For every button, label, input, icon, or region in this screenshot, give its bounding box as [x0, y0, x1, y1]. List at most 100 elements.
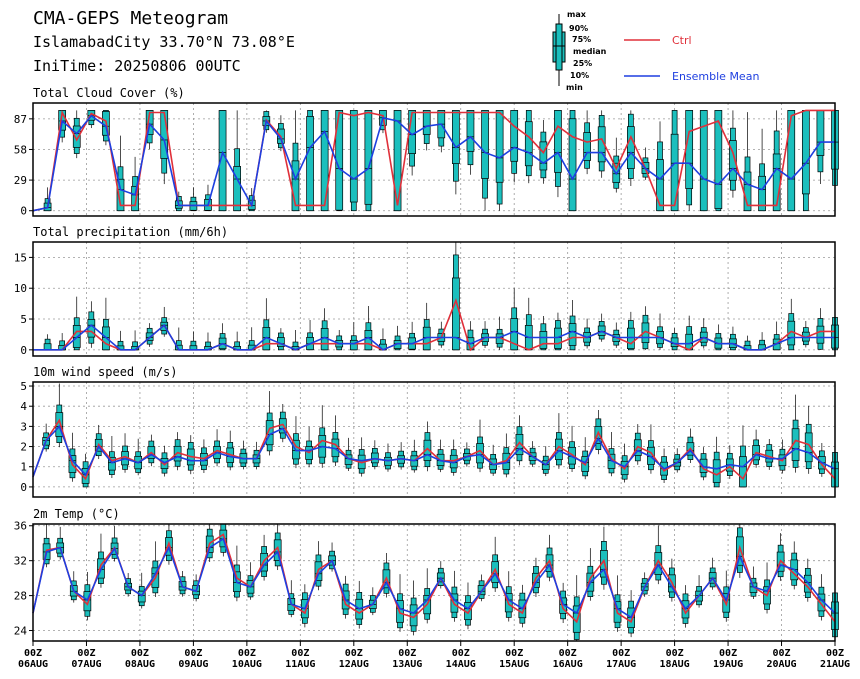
y-tick-label: 0: [20, 205, 27, 218]
ensemble-box: [186, 435, 195, 475]
ensemble-box: [370, 440, 379, 470]
x-tick-hour: 00Z: [773, 648, 791, 659]
ensemble-box: [758, 128, 766, 212]
ensemble-mean-line: [32, 424, 836, 478]
ensemble-box: [423, 421, 432, 472]
location-label: IslamabadCity 33.70°N 73.08°E: [33, 33, 295, 51]
box-inner: [131, 185, 139, 212]
ensemble-box: [355, 580, 364, 629]
ensemble-box: [247, 327, 256, 351]
ensemble-box: [633, 424, 642, 465]
ensemble-box: [466, 321, 475, 351]
ensemble-box: [408, 321, 416, 351]
ensemble-box: [320, 110, 329, 212]
box-inner: [233, 166, 241, 212]
ensemble-mean-line: [32, 114, 835, 212]
box-inner: [393, 110, 402, 212]
x-tick-date: 06AUG: [18, 659, 48, 670]
ensemble-box: [393, 325, 402, 351]
x-tick-date: 17AUG: [606, 659, 636, 670]
x-tick-hour: 00Z: [238, 648, 256, 659]
y-tick-label: 29: [14, 174, 27, 187]
ensemble-box: [714, 324, 723, 351]
panel-1: Total Cloud Cover (%) 0 29 58 87: [14, 86, 839, 218]
ensemble-box: [725, 445, 734, 479]
box-inner: [729, 140, 737, 181]
ensemble-box: [437, 321, 446, 348]
ctrl-line: [32, 418, 836, 481]
ensemble-box: [239, 440, 248, 470]
ensemble-box: [452, 242, 460, 351]
ensemble-box: [265, 391, 274, 456]
ensemble-box: [116, 135, 125, 212]
ensemble-box: [72, 296, 81, 351]
box-inner: [568, 323, 577, 346]
ensemble-box: [515, 415, 524, 466]
box-inner: [712, 459, 721, 483]
box-inner: [568, 118, 577, 212]
y-tick-label: 28: [14, 590, 27, 603]
box-legend-p25: 25%: [573, 59, 593, 68]
box-legend-median: median: [573, 47, 607, 56]
ensemble-box: [654, 525, 663, 585]
panel-4: 2m Temp (°C) 24 28 32 36: [14, 507, 839, 642]
box-inner: [758, 175, 766, 212]
box-inner: [714, 110, 723, 209]
box-inner: [349, 339, 358, 351]
ensemble-box: [463, 442, 471, 467]
x-tick-hour: 00Z: [24, 648, 42, 659]
x-tick-date: 07AUG: [71, 659, 101, 670]
ensemble-box: [495, 110, 504, 211]
ensemble-box: [466, 110, 475, 175]
box-inner: [466, 110, 475, 152]
ensemble-box: [489, 444, 498, 476]
x-tick-hour: 00Z: [131, 648, 149, 659]
x-tick-hour: 00Z: [505, 648, 523, 659]
ensemble-box: [776, 533, 785, 581]
y-tick-label: 5: [20, 313, 27, 326]
panel-frame: [32, 381, 836, 498]
ensemble-box: [555, 413, 563, 469]
box-inner: [349, 110, 358, 203]
x-tick-hour: 00Z: [666, 648, 684, 659]
ensemble-box: [278, 404, 287, 443]
ensemble-box: [192, 574, 200, 602]
ensemble-box: [568, 300, 577, 351]
y-tick-label: 10: [14, 282, 27, 295]
ensemble-box: [685, 110, 694, 211]
ensemble-box: [765, 438, 774, 470]
box-legend-min: min: [566, 83, 583, 92]
ensemble-box: [481, 110, 489, 211]
y-tick-label: 2: [20, 441, 27, 454]
box-inner: [627, 327, 635, 350]
ensemble-box: [612, 322, 621, 348]
ensemble-box: [262, 298, 271, 351]
x-tick-hour: 00Z: [291, 648, 309, 659]
box-inner: [735, 536, 744, 566]
panel-title: 2m Temp (°C): [33, 507, 120, 521]
box-inner: [594, 426, 603, 444]
y-tick-label: 87: [14, 113, 27, 126]
box-inner: [532, 572, 540, 588]
x-tick-date: 14AUG: [446, 659, 476, 670]
ensemble-box: [583, 318, 591, 349]
box-legend-glyph: [552, 14, 566, 86]
ensemble-box: [627, 110, 635, 187]
box-inner: [739, 456, 747, 488]
ensemble-box: [804, 405, 813, 474]
box-inner: [306, 116, 314, 212]
ensemble-box: [291, 330, 300, 351]
panel-frame: [32, 102, 836, 217]
ensemble-box: [189, 187, 198, 212]
x-tick-hour: 00Z: [452, 648, 470, 659]
ctrl-line: [32, 109, 835, 212]
ensemble-box: [712, 436, 721, 488]
ensemble-box: [801, 320, 810, 348]
ensemble-box: [568, 110, 577, 212]
ensemble-box: [476, 419, 484, 473]
ensemble-box: [708, 557, 717, 590]
ensemble-box: [539, 120, 548, 184]
box-inner: [510, 318, 519, 351]
ensemble-box: [437, 110, 446, 153]
